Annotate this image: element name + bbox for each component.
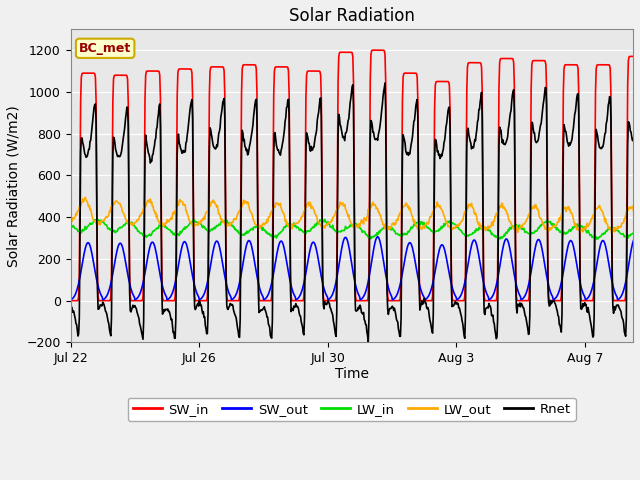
SW_in (374, 47, 381, 53)
LW_in (593, 236, 601, 242)
SW_in (308, 68, 316, 74)
SW_out (308, 240, 316, 246)
LW_in (396, 232, 403, 238)
LW_out (608, 230, 616, 236)
Rnet (277, 147, 285, 153)
Legend: SW_in, SW_out, LW_in, LW_out, Rnet: SW_in, SW_out, LW_in, LW_out, Rnet (127, 397, 576, 421)
LW_out (278, 207, 285, 213)
SW_in (203, 298, 211, 303)
LW_out (81, 194, 89, 200)
SW_out (277, 238, 285, 244)
LW_out (88, 213, 96, 219)
LW_in (204, 228, 211, 234)
SW_in (534, 58, 542, 63)
LW_in (67, 222, 74, 228)
SW_out (67, 297, 74, 303)
SW_out (203, 283, 211, 288)
LW_out (534, 208, 542, 214)
LW_in (93, 216, 100, 222)
LW_in (308, 225, 316, 231)
Text: BC_met: BC_met (79, 42, 131, 55)
Rnet (396, 334, 404, 339)
Rnet (381, 80, 389, 86)
Line: Rnet: Rnet (70, 83, 640, 343)
Line: LW_in: LW_in (70, 219, 640, 239)
Rnet (535, 130, 543, 136)
SW_in (396, 298, 403, 303)
Rnet (308, 147, 316, 153)
SW_in (67, 298, 74, 303)
SW_out (420, 297, 428, 303)
X-axis label: Time: Time (335, 367, 369, 381)
Rnet (88, 131, 95, 136)
SW_out (535, 237, 543, 243)
Rnet (364, 340, 372, 346)
SW_in (88, 70, 95, 76)
LW_in (88, 221, 95, 227)
Line: LW_out: LW_out (70, 197, 640, 233)
LW_in (278, 229, 285, 235)
LW_out (396, 213, 403, 219)
LW_in (534, 225, 542, 230)
Title: Solar Radiation: Solar Radiation (289, 7, 415, 25)
SW_in (277, 64, 285, 70)
LW_out (308, 204, 316, 210)
LW_out (204, 209, 211, 215)
SW_out (396, 286, 403, 291)
Y-axis label: Solar Radiation (W/m2): Solar Radiation (W/m2) (7, 105, 21, 267)
Rnet (203, 331, 211, 336)
LW_out (67, 217, 74, 223)
Rnet (67, 304, 74, 310)
SW_out (88, 248, 95, 254)
Line: SW_out: SW_out (70, 237, 640, 300)
Line: SW_in: SW_in (70, 50, 640, 300)
SW_out (374, 234, 381, 240)
